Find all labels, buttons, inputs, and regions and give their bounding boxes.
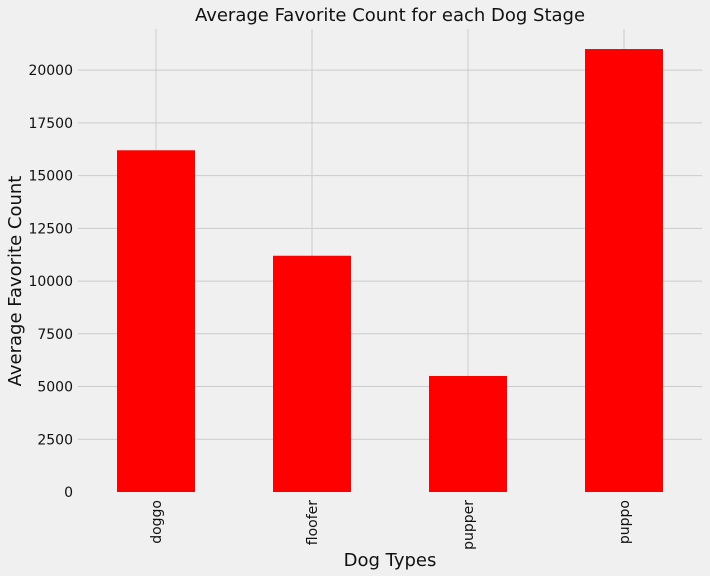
chart-title: Average Favorite Count for each Dog Stag… (195, 5, 585, 26)
y-tick-label: 20000 (28, 63, 73, 79)
y-tick-label: 10000 (28, 274, 73, 290)
x-axis-title: Dog Types (344, 550, 437, 571)
x-tick-label: puppo (617, 500, 633, 544)
x-tick-label: pupper (461, 500, 477, 550)
y-tick-label: 7500 (37, 327, 73, 343)
y-tick-labels: 0 2500 5000 7500 10000 12500 15000 17500 20000 (28, 63, 73, 501)
y-tick-label: 2500 (37, 432, 73, 448)
y-tick-label: 5000 (37, 380, 73, 396)
bar-floofer (273, 255, 351, 492)
x-tick-label: floofer (305, 500, 321, 545)
y-tick-label: 15000 (28, 169, 73, 185)
x-tick-label: doggo (149, 500, 165, 544)
y-tick-label: 12500 (28, 221, 73, 237)
bar-doggo (117, 150, 195, 492)
y-tick-label: 0 (64, 485, 73, 501)
x-tick-labels: doggo floofer pupper puppo (149, 500, 633, 550)
bar-layer (117, 49, 663, 492)
y-tick-label: 17500 (28, 116, 73, 132)
y-axis-title: Average Favorite Count (5, 176, 26, 387)
bar-puppo (585, 49, 663, 492)
bar-pupper (429, 375, 507, 492)
